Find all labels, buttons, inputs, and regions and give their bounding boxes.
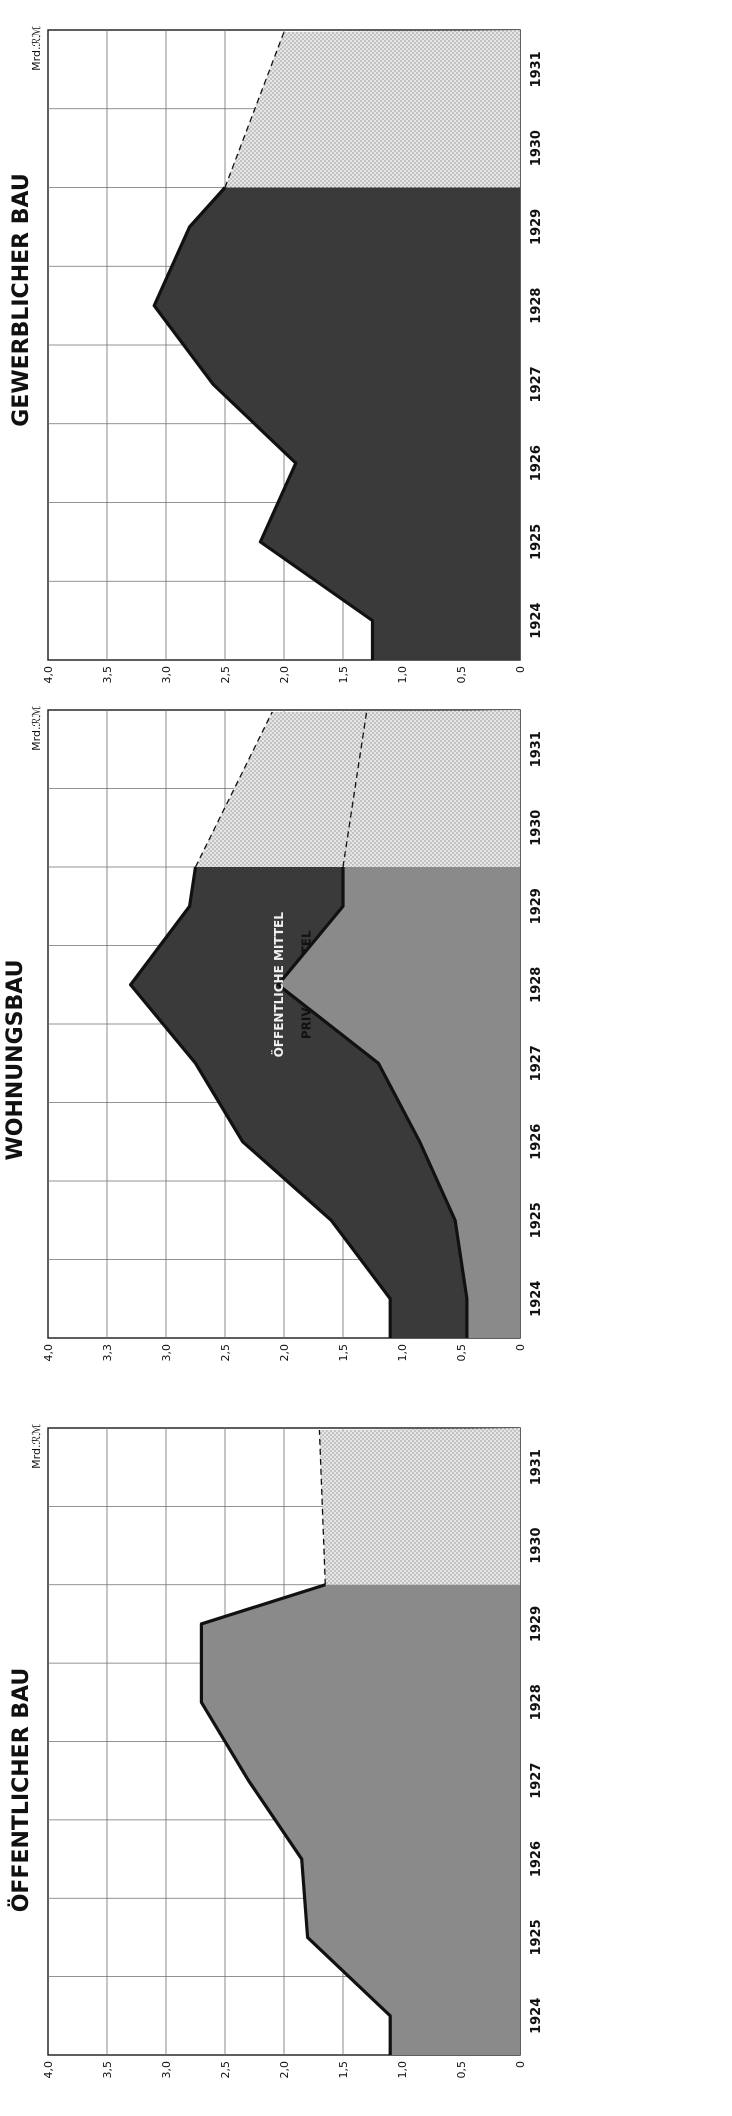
tick-label-value: 4,0 [42, 1344, 55, 1362]
tick-label-value: 0 [514, 1344, 527, 1351]
tick-label-year: 1929 [529, 1606, 544, 1642]
tick-label-year: 1931 [529, 1449, 544, 1485]
tick-label-year: 1925 [529, 1202, 544, 1238]
tick-label-year: 1924 [529, 1281, 544, 1317]
series-area [278, 867, 520, 1338]
chart-title: GEWERBLICHER BAU [9, 173, 34, 426]
tick-label-value: 1,0 [396, 1344, 409, 1362]
tick-label-year: 1929 [529, 888, 544, 924]
series-projection-outline [342, 711, 368, 868]
tick-label-value: 0 [514, 666, 527, 673]
tick-label-value: 1,5 [337, 1344, 350, 1362]
tick-label-value: 4,0 [42, 666, 55, 684]
tick-label-year: 1924 [529, 1998, 544, 2034]
tick-label-year: 1927 [529, 1045, 544, 1081]
chart-panel-1: 0 0,5 1,0 1,5 2,0 2,5 3,0 3,3 4,0 1924 1925 1926 192… [3, 706, 544, 1362]
tick-label-value: 3,0 [160, 2061, 173, 2079]
tick-label-value: 1,0 [396, 666, 409, 684]
tick-label-year: 1930 [529, 1527, 544, 1563]
tick-label-value: 2,5 [219, 666, 232, 684]
series-projection-area [343, 710, 520, 867]
tick-label-year: 1930 [529, 130, 544, 166]
tick-label-value: 3,3 [101, 1344, 114, 1362]
tick-label-year: 1925 [529, 524, 544, 560]
tick-label-year: 1926 [529, 1841, 544, 1877]
series-projection-outline [318, 1429, 326, 1585]
tick-label-year: 1928 [529, 967, 544, 1003]
tick-label-value: 3,0 [160, 666, 173, 684]
tick-label-value: 3,5 [101, 2061, 114, 2079]
tick-label-value: 3,5 [101, 666, 114, 684]
chart-panel-2: 0 0,5 1,0 1,5 2,0 2,5 3,0 3,5 4,0 1924 1925 1926 192… [9, 26, 544, 684]
tick-label-year: 1926 [529, 1124, 544, 1160]
series-outline [129, 866, 392, 1338]
tick-label-year: 1924 [529, 603, 544, 639]
tick-label-year: 1927 [529, 1763, 544, 1799]
series-area [154, 187, 520, 660]
tick-label-year: 1927 [529, 366, 544, 402]
tick-label-year: 1930 [529, 810, 544, 846]
tick-label-value: 2,5 [219, 2061, 232, 2079]
tick-label-value: 2,0 [278, 666, 291, 684]
series-label: ÖFFENTLICHE MITTEL [271, 912, 286, 1058]
tick-label-year: 1925 [529, 1919, 544, 1955]
tick-label-value: 0,5 [455, 666, 468, 684]
tick-label-value: 1,5 [337, 2061, 350, 2079]
series-outline [152, 186, 375, 660]
tick-label-value: 0 [514, 2061, 527, 2068]
series-outline [199, 1583, 392, 2055]
series-area [201, 1584, 520, 2055]
tick-label-value: 4,0 [42, 2061, 55, 2079]
tick-label-value: 1,5 [337, 666, 350, 684]
tick-label-value: 1,0 [396, 2061, 409, 2079]
series-projection-area [319, 1428, 520, 1585]
series-projection-outline [194, 711, 273, 868]
chart-title: WOHNUNGSBAU [3, 960, 28, 1161]
unit-label: Mrd.ℛℳ [30, 26, 43, 71]
series-outline [276, 867, 469, 1338]
series-projection-outline [224, 31, 285, 188]
tick-label-value: 2,0 [278, 2061, 291, 2079]
tick-label-year: 1926 [529, 445, 544, 481]
series-projection-area [225, 30, 520, 188]
tick-label-year: 1929 [529, 209, 544, 245]
chart-panel-0: 0 0,5 1,0 1,5 2,0 2,5 3,0 3,5 4,0 1924 1925 1926 192… [8, 1424, 544, 2079]
tick-label-value: 0,5 [455, 2061, 468, 2079]
unit-label: Mrd.ℛℳ [30, 706, 43, 751]
tick-label-value: 3,0 [160, 1344, 173, 1362]
tick-label-value: 2,5 [219, 1344, 232, 1362]
tick-label-year: 1931 [529, 731, 544, 767]
tick-label-year: 1928 [529, 288, 544, 324]
tick-label-value: 0,5 [455, 1344, 468, 1362]
tick-label-year: 1928 [529, 1684, 544, 1720]
tick-label-value: 2,0 [278, 1344, 291, 1362]
tick-label-year: 1931 [529, 51, 544, 87]
unit-label: Mrd.ℛℳ [30, 1424, 43, 1469]
chart-title: ÖFFENTLICHER BAU [8, 1668, 34, 1913]
